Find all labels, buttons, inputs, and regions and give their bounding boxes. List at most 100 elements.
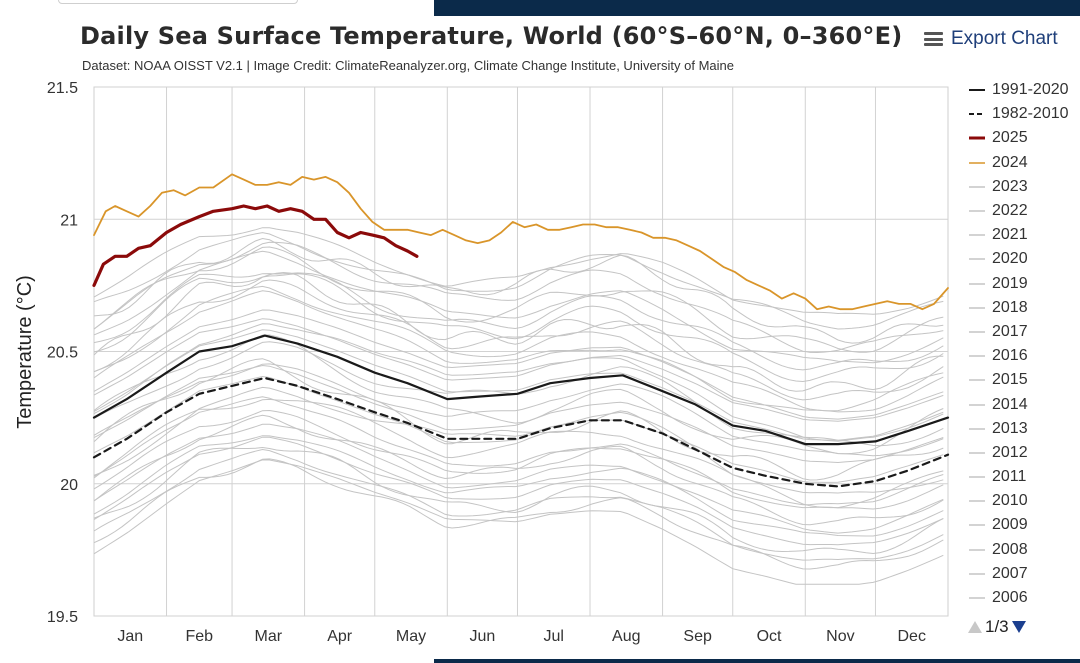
legend-swatch — [969, 161, 985, 164]
past-year-line — [93, 375, 944, 483]
triangle-up-icon[interactable] — [968, 621, 982, 633]
legend-swatch — [969, 427, 985, 430]
chart-svg: 19.5 20 20.5 21 21.5 Jan Feb Mar Apr May Jun Jul Au… — [14, 80, 950, 645]
legend-swatch — [969, 234, 985, 236]
series-lines — [92, 173, 950, 585]
legend-item-2023[interactable]: 2023 — [968, 175, 1080, 199]
y-tick-label: 19.5 — [47, 609, 78, 626]
legend-item-2021[interactable]: 2021 — [968, 223, 1080, 247]
chart-title: Daily Sea Surface Temperature, World (60… — [80, 22, 903, 50]
legend-item-2012[interactable]: 2012 — [968, 441, 1080, 465]
legend-item-2018[interactable]: 2018 — [968, 296, 1080, 320]
legend-label: 2013 — [992, 419, 1028, 437]
past-year-line — [93, 323, 944, 442]
x-axis-ticks: Jan Feb Mar Apr May Jun Jul Aug Sep Oct Nov Dec — [117, 628, 926, 645]
triangle-down-icon[interactable] — [1011, 621, 1026, 633]
legend-label: 2016 — [992, 347, 1028, 365]
past-year-line — [93, 363, 944, 457]
legend-swatch — [969, 573, 985, 575]
legend-item-2013[interactable]: 2013 — [968, 417, 1080, 441]
past-year-line — [93, 285, 944, 412]
legend-item-2022[interactable]: 2022 — [968, 199, 1080, 223]
legend-label: 1982-2010 — [992, 105, 1069, 123]
legend-item-1982-2010[interactable]: 1982-2010 — [968, 102, 1080, 126]
legend-label: 2020 — [992, 250, 1028, 268]
site-footer-bar — [434, 659, 1080, 663]
past-year-line — [93, 227, 944, 315]
legend-swatch — [969, 548, 985, 551]
x-tick-label: Aug — [612, 628, 640, 645]
legend-item-2008[interactable]: 2008 — [968, 538, 1080, 562]
past-year-line — [93, 364, 944, 464]
legend-swatch — [969, 355, 985, 357]
y-tick-label: 20.5 — [47, 345, 78, 362]
x-tick-label: Apr — [327, 628, 353, 645]
past-year-line — [93, 435, 944, 537]
past-year-line — [93, 358, 944, 481]
legend-swatch — [969, 331, 985, 333]
legend-item-2020[interactable]: 2020 — [968, 247, 1080, 271]
x-tick-label: Feb — [185, 628, 213, 645]
legend-swatch — [969, 524, 985, 527]
x-tick-label: Jul — [544, 628, 564, 645]
y-tick-label: 20 — [60, 477, 78, 494]
legend-swatch — [969, 113, 985, 116]
past-year-line — [93, 446, 944, 555]
export-chart-button[interactable]: Export Chart — [924, 28, 1058, 50]
past-year-line — [93, 237, 944, 344]
legend-item-2007[interactable]: 2007 — [968, 562, 1080, 586]
legend-item-2025[interactable]: 2025 — [968, 126, 1080, 150]
legend-item-2016[interactable]: 2016 — [968, 344, 1080, 368]
x-tick-label: Sep — [683, 628, 712, 645]
legend-item-2024[interactable]: 2024 — [968, 151, 1080, 175]
legend-swatch — [969, 136, 985, 140]
legend-item-2011[interactable]: 2011 — [968, 465, 1080, 489]
x-tick-label: Nov — [826, 628, 854, 645]
legend-label: 2007 — [992, 564, 1028, 582]
legend-swatch — [969, 210, 985, 212]
legend-item-2009[interactable]: 2009 — [968, 513, 1080, 537]
legend-label: 2021 — [992, 226, 1028, 244]
x-tick-label: Jan — [117, 628, 143, 645]
legend-swatch — [969, 89, 985, 92]
chart-subtitle: Dataset: NOAA OISST V2.1 | Image Credit:… — [82, 58, 734, 73]
legend-swatch — [969, 379, 985, 382]
legend-label: 2009 — [992, 516, 1028, 534]
legend-label: 1991-2020 — [992, 81, 1069, 99]
legend-label: 2022 — [992, 202, 1028, 220]
past-year-line — [93, 246, 944, 353]
x-tick-label: Mar — [255, 628, 283, 645]
legend-label: 2011 — [992, 468, 1027, 486]
series-1991-2020 — [92, 334, 950, 446]
legend-label: 2025 — [992, 129, 1028, 147]
chart-legend: 1991-2020 1982-2010 2025 2024 2023 2022 2021 20… — [968, 78, 1080, 610]
legend-label: 2014 — [992, 395, 1028, 413]
legend-page-label: 1/3 — [985, 617, 1009, 636]
legend-swatch — [969, 403, 985, 406]
legend-swatch — [969, 307, 985, 309]
legend-label: 2010 — [992, 492, 1028, 510]
x-tick-label: Dec — [898, 628, 926, 645]
legend-pager: 1/3 — [968, 617, 1026, 637]
past-year-line — [93, 334, 944, 455]
past-year-line — [93, 396, 944, 506]
past-year-line — [93, 309, 944, 420]
series-1982-2010 — [92, 376, 950, 488]
past-year-line — [93, 241, 944, 354]
hamburger-menu-icon — [924, 32, 943, 46]
legend-label: 2024 — [992, 153, 1028, 171]
legend-item-2010[interactable]: 2010 — [968, 489, 1080, 513]
past-year-line — [93, 458, 944, 570]
legend-item-2006[interactable]: 2006 — [968, 586, 1080, 610]
legend-item-2017[interactable]: 2017 — [968, 320, 1080, 344]
legend-item-2019[interactable]: 2019 — [968, 272, 1080, 296]
past-year-line — [93, 423, 944, 534]
legend-item-1991-2020[interactable]: 1991-2020 — [968, 78, 1080, 102]
legend-label: 2018 — [992, 298, 1028, 316]
legend-item-2014[interactable]: 2014 — [968, 392, 1080, 416]
past-year-line — [93, 273, 944, 383]
past-year-line — [93, 279, 944, 401]
legend-swatch — [969, 452, 985, 454]
past-year-line — [93, 232, 944, 330]
legend-item-2015[interactable]: 2015 — [968, 368, 1080, 392]
